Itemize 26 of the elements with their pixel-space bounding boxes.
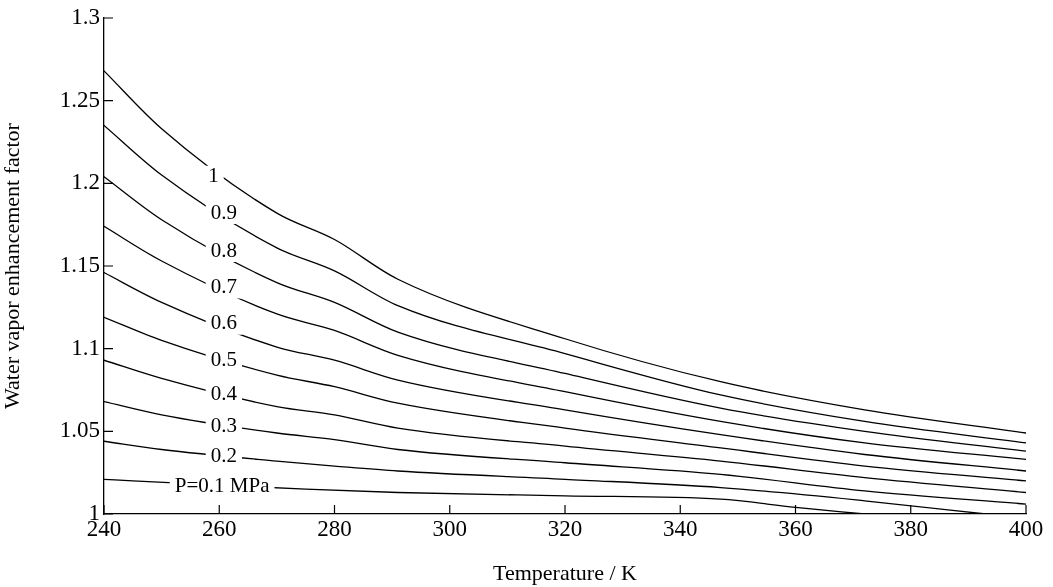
x-tick-label: 280 — [317, 515, 352, 541]
y-tick-label: 1.25 — [59, 86, 100, 112]
x-tick-label: 260 — [202, 515, 237, 541]
y-tick-label: 1.15 — [59, 252, 100, 278]
x-tick-label: 300 — [432, 515, 467, 541]
annotation: 0.7 — [210, 274, 237, 299]
annotation: 0.8 — [210, 237, 237, 262]
y-tick-label: 1.3 — [71, 4, 100, 30]
x-tick-label: 380 — [893, 515, 928, 541]
annotation: 0.9 — [210, 199, 237, 224]
annotation: 0.2 — [210, 442, 237, 467]
x-tick-label: 320 — [547, 515, 583, 541]
annotation: 0.3 — [210, 412, 237, 437]
x-tick-label: 400 — [1008, 515, 1044, 541]
annotation: P=0.1 MPa — [174, 472, 271, 497]
x-axis-title: Temperature / K — [493, 559, 638, 585]
y-tick-label: 1.1 — [71, 334, 100, 360]
annotation: 0.5 — [210, 346, 237, 371]
y-tick-label: 1.2 — [71, 169, 100, 195]
annotation: 0.4 — [210, 381, 238, 406]
annotation: 1 — [208, 163, 219, 188]
annotation: 0.6 — [210, 310, 237, 335]
y-axis-title: Water vapor enhancement factor — [0, 122, 24, 409]
x-tick-label: 340 — [663, 515, 698, 541]
y-tick-label: 1.05 — [59, 417, 100, 443]
x-tick-label: 360 — [778, 515, 813, 541]
